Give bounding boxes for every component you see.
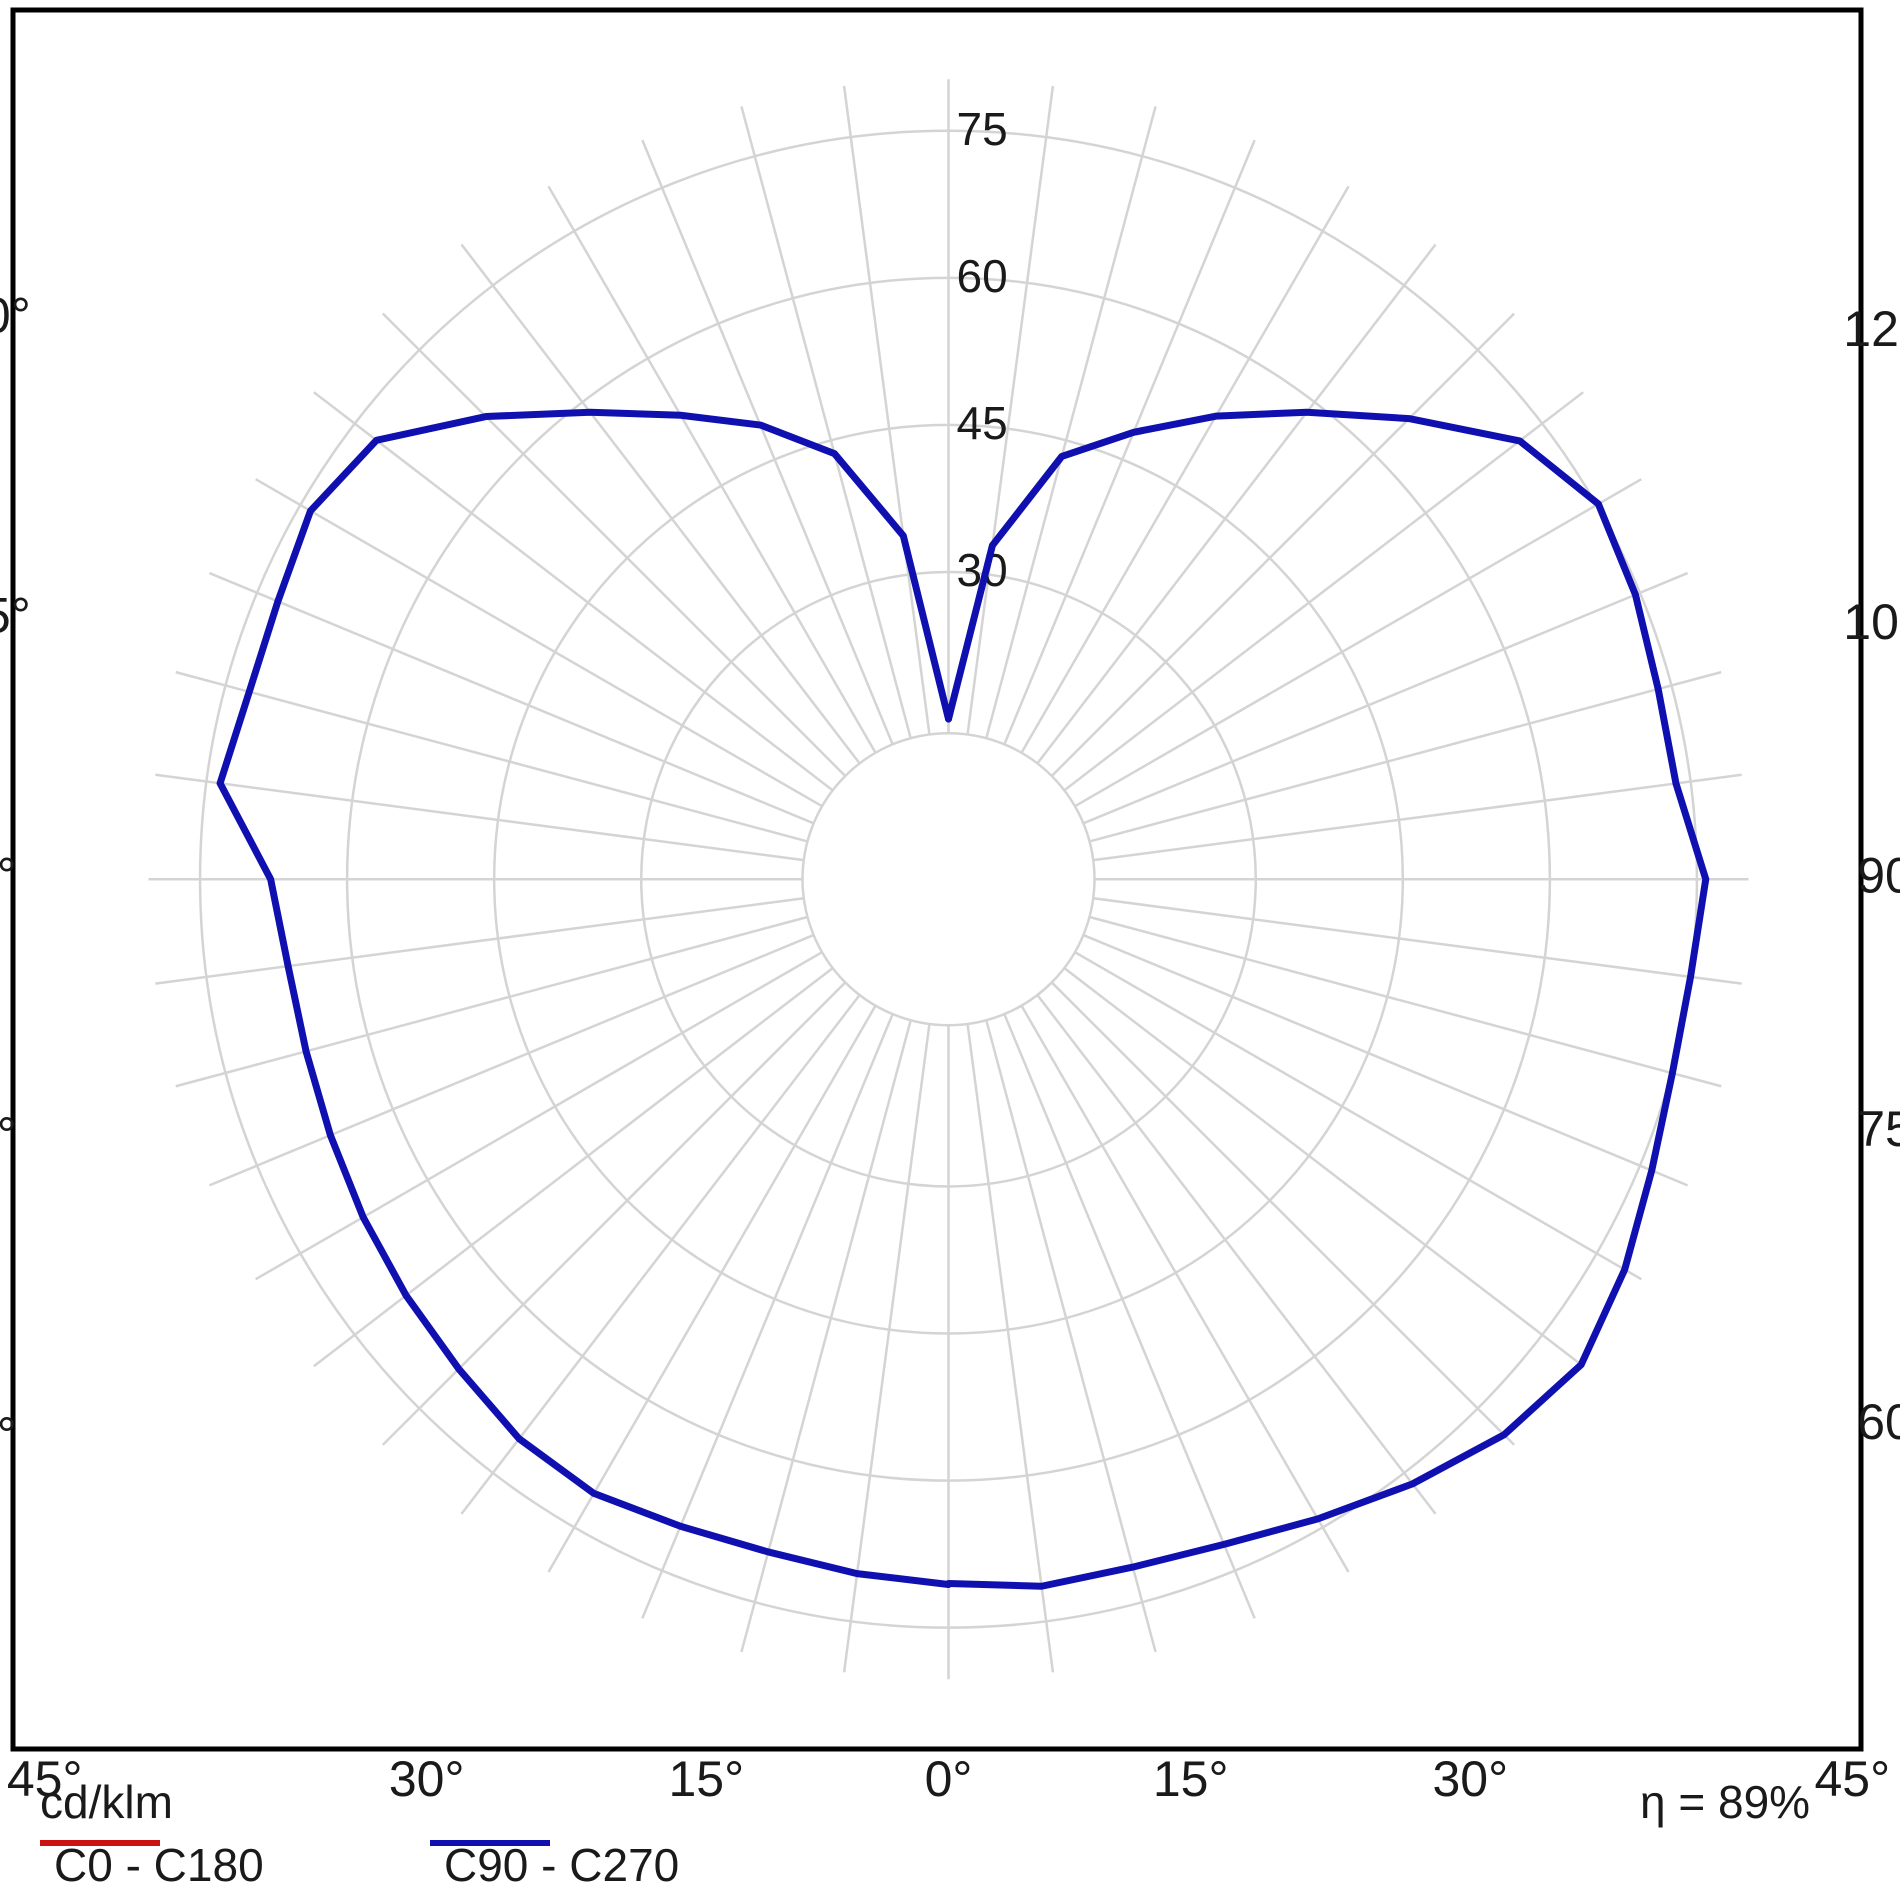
- svg-text:105°: 105°: [1843, 594, 1900, 650]
- svg-text:60: 60: [957, 250, 1008, 302]
- svg-text:75: 75: [957, 103, 1008, 155]
- svg-text:15°: 15°: [668, 1751, 744, 1807]
- svg-text:75°: 75°: [0, 1107, 17, 1163]
- svg-text:30°: 30°: [389, 1751, 465, 1807]
- svg-text:90°: 90°: [1857, 847, 1900, 903]
- svg-text:45°: 45°: [1814, 1751, 1890, 1807]
- svg-text:120°: 120°: [1843, 301, 1900, 357]
- svg-text:75°: 75°: [1857, 1101, 1900, 1157]
- svg-text:15°: 15°: [1153, 1751, 1229, 1807]
- svg-text:60°: 60°: [0, 1407, 17, 1463]
- svg-text:30°: 30°: [1432, 1751, 1508, 1807]
- svg-text:60°: 60°: [1857, 1394, 1900, 1450]
- svg-text:90°: 90°: [0, 847, 17, 903]
- svg-text:120°: 120°: [0, 288, 31, 344]
- svg-text:45: 45: [957, 397, 1008, 449]
- svg-text:0°: 0°: [925, 1751, 973, 1807]
- svg-text:105°: 105°: [0, 588, 31, 644]
